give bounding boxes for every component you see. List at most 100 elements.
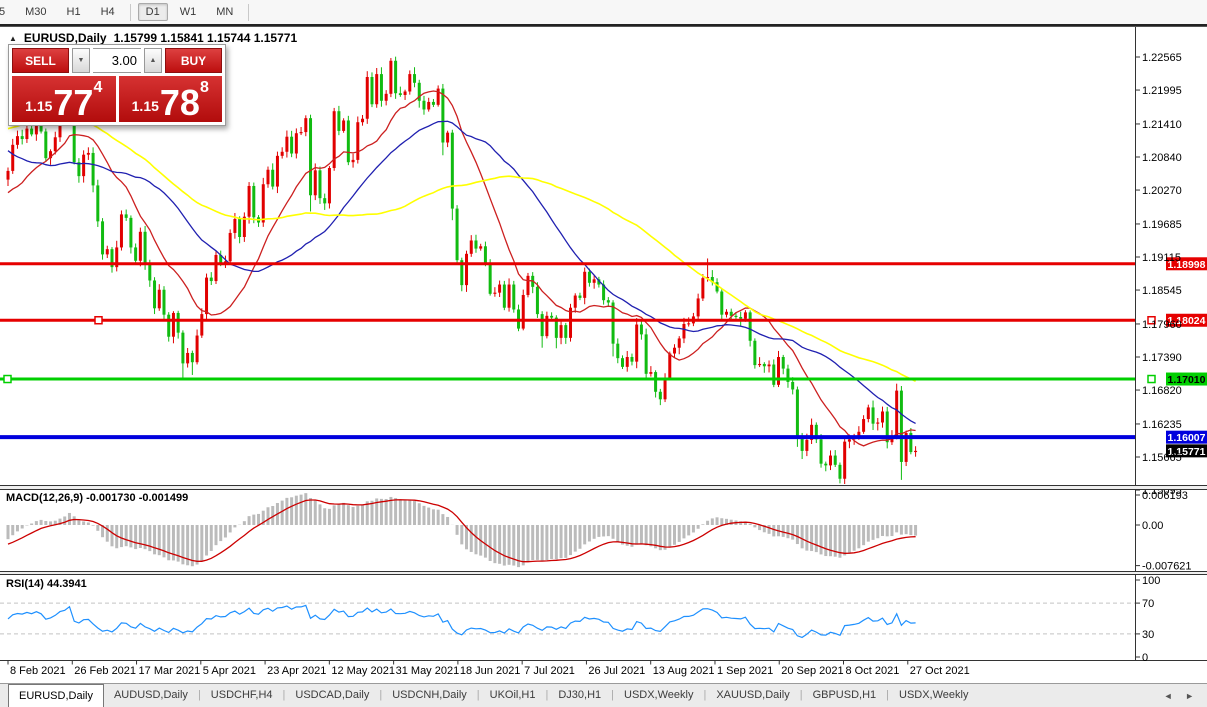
current-price-badge-text: 1.15771 (1168, 446, 1206, 458)
date-tick-label: 5 Apr 2021 (203, 665, 256, 677)
tab-separator: | (545, 689, 549, 701)
price-level-badge-text: 1.17010 (1168, 374, 1206, 386)
date-tick-label: 17 Mar 2021 (139, 665, 201, 677)
one-click-trade-panel: SELL ▼ ▲ BUY 1.15 77 4 1.15 78 8 (8, 44, 226, 126)
chart-ohlc-values: 1.15799 1.15841 1.15744 1.15771 (113, 31, 298, 45)
level-line-handle[interactable] (1147, 374, 1156, 384)
price-level-badge (1166, 313, 1207, 327)
tab-separator: | (282, 689, 286, 701)
tab-usdx-weekly[interactable]: USDX,Weekly (899, 689, 969, 701)
chart-tab-bar: EURUSD,Daily AUDUSD,Daily | USDCHF,H4 | USDCA… (0, 683, 1207, 707)
price-tick-label: 1.21410 (1142, 119, 1182, 131)
tab-scroll-arrows[interactable]: ◄ ► (1163, 690, 1199, 701)
chart-canvas[interactable]: 1.18998 1.18024 1.17010 1.16007 1.15771 1.225… (0, 26, 1207, 683)
tab-separator: | (799, 689, 803, 701)
tab-usdx-weekly[interactable]: USDX,Weekly (624, 689, 694, 701)
price-tick-label: 1.19685 (1142, 219, 1182, 231)
spread-increase-button[interactable]: ▲ (144, 48, 162, 73)
spread-field (93, 48, 141, 73)
macd-label: MACD(12,26,9) -0.001730 -0.001499 (6, 492, 188, 504)
price-level-badge-text: 1.16007 (1168, 432, 1206, 444)
macd-signal-line (7, 499, 916, 563)
date-tick-label: 1 Sep 2021 (717, 665, 773, 677)
buy-price-prefix: 1.15 (131, 98, 159, 114)
macd-tick-label: -0.007621 (1142, 561, 1192, 573)
date-tick-label: 12 May 2021 (331, 665, 395, 677)
timeframe-m30-button[interactable]: M30 (25, 6, 47, 18)
price-tick-label: 1.16235 (1142, 419, 1182, 431)
rsi-line (7, 604, 916, 639)
sell-button[interactable]: SELL (12, 48, 69, 73)
buy-price-main: 78 (159, 81, 200, 123)
date-tick-label: 27 Oct 2021 (910, 665, 970, 677)
macd-tick-label: 0.006193 (1142, 490, 1188, 502)
tab-separator: | (703, 689, 707, 701)
buy-price-display[interactable]: 1.15 78 8 (118, 76, 222, 123)
tab-separator: | (476, 689, 480, 701)
rsi-tick-label: 70 (1142, 598, 1154, 610)
panel-splitter[interactable] (0, 571, 1207, 575)
level-line-handle[interactable] (1147, 315, 1156, 325)
price-tick-label: 1.17390 (1142, 352, 1182, 364)
tab-ukoil-h1[interactable]: UKOil,H1 (489, 689, 536, 701)
chart-window: 1.18998 1.18024 1.17010 1.16007 1.15771 1.225… (0, 26, 1207, 683)
date-tick-label: 26 Feb 2021 (74, 665, 136, 677)
tab-usdcad-daily[interactable]: USDCAD,Daily (295, 689, 370, 701)
rsi-label: RSI(14) 44.3941 (6, 578, 87, 590)
rsi-tick-label: 30 (1142, 629, 1154, 641)
spread-input[interactable] (93, 53, 141, 68)
current-price-badge (1166, 444, 1207, 458)
date-tick-label: 23 Apr 2021 (267, 665, 326, 677)
price-axis[interactable]: 1.22565 1.21995 1.21410 1.20840 1.20270 1.196… (1135, 27, 1182, 661)
tab-xauusd-daily[interactable]: XAUUSD,Daily (716, 689, 790, 701)
rsi-name: RSI(14) (6, 578, 44, 590)
price-tick-label: 1.19115 (1142, 252, 1181, 264)
tab-audusd-daily[interactable]: AUDUSD,Daily (113, 689, 188, 701)
rsi-value: 44.3941 (46, 578, 87, 590)
ma-line-34 (7, 120, 916, 424)
timeframe-d1-button[interactable]: D1 (137, 3, 168, 21)
macd-tick-label: 0.00 (1142, 520, 1163, 532)
tab-usdchf-h4[interactable]: USDCHF,H4 (210, 689, 273, 701)
date-tick-label: 8 Feb 2021 (10, 665, 66, 677)
price-tick-label: 1.16820 (1142, 385, 1182, 397)
timeframe-h4-button[interactable]: H4 (100, 6, 115, 18)
price-tick-label: 1.15665 (1142, 452, 1182, 464)
price-level-badge-text: 1.18998 (1168, 259, 1206, 271)
macd-values: -0.001730 -0.001499 (86, 492, 189, 504)
level-line-handle[interactable] (94, 315, 103, 325)
price-tick-label: 1.22565 (1142, 52, 1182, 64)
tab-separator: | (197, 689, 201, 701)
timeframe-mn-button[interactable]: MN (216, 6, 234, 18)
price-level-badge (1166, 372, 1207, 386)
price-level-badge-text: 1.18024 (1168, 315, 1206, 327)
rsi-tick-label: 100 (1142, 575, 1160, 587)
date-axis[interactable]: 8 Feb 2021 26 Feb 2021 17 Mar 2021 5 Apr 20… (7, 660, 970, 678)
tab-dj30-h1[interactable]: DJ30,H1 (558, 689, 602, 701)
date-tick-label: 8 Oct 2021 (846, 665, 900, 677)
tab-eurusd-daily[interactable]: EURUSD,Daily (8, 684, 104, 707)
collapse-arrow-icon[interactable]: ▲ (9, 33, 17, 43)
spread-decrease-button[interactable]: ▼ (72, 48, 90, 73)
level-line-handle[interactable] (3, 374, 12, 384)
price-level-badge (1166, 257, 1207, 271)
price-tick-label: 1.18545 (1142, 285, 1182, 297)
price-tick-label: 1.21995 (1142, 85, 1182, 97)
tab-usdcnh-daily[interactable]: USDCNH,Daily (392, 689, 467, 701)
panel-splitter[interactable] (0, 485, 1207, 490)
sell-price-display[interactable]: 1.15 77 4 (12, 76, 116, 122)
ma-line-65 (7, 118, 916, 383)
tab-separator: | (379, 689, 383, 701)
date-tick-label: 26 Jul 2021 (588, 665, 645, 677)
date-tick-label: 18 Jun 2021 (460, 665, 521, 677)
chart-title: ▲ EURUSD,Daily 1.15799 1.15841 1.15744 1… (9, 31, 297, 45)
buy-button[interactable]: BUY (165, 48, 222, 73)
tab-gbpusd-h1[interactable]: GBPUSD,H1 (812, 689, 877, 701)
timeframe-w1-button[interactable]: W1 (179, 6, 197, 18)
timeframe-h1-button[interactable]: H1 (66, 6, 81, 18)
timeframe-toolbar: 5 M30 H1 H4 D1 W1 MN (0, 0, 1207, 24)
price-tick-label: 1.20840 (1142, 152, 1182, 164)
timeframe-5-button[interactable]: 5 (0, 6, 6, 18)
sell-price-main: 77 (53, 81, 94, 123)
